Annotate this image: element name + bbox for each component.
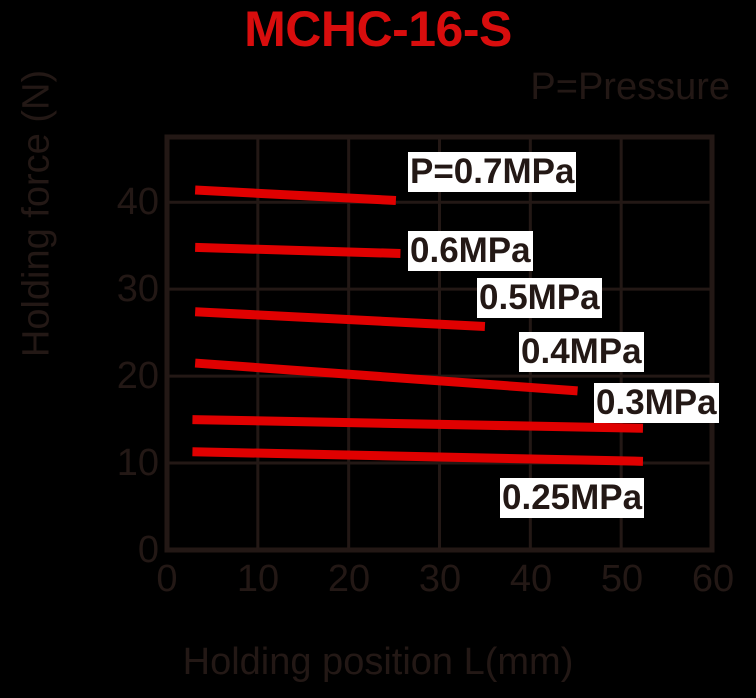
y-tick-label-30: 30 bbox=[116, 268, 159, 310]
data-line-0.5MPa bbox=[194, 307, 486, 332]
x-tick-label-20: 20 bbox=[327, 558, 371, 600]
y-tick-label-20: 20 bbox=[116, 355, 159, 397]
series-label-0.4MPa: 0.4MPa bbox=[519, 332, 644, 372]
series-label-0.5MPa: 0.5MPa bbox=[477, 278, 602, 318]
data-line-P0.7MPa bbox=[194, 185, 397, 205]
series-label-P0.7MPa: P=0.7MPa bbox=[408, 152, 577, 192]
series-label-0.6MPa: 0.6MPa bbox=[408, 231, 533, 271]
series-label-0.25MPa: 0.25MPa bbox=[500, 478, 645, 518]
subtitle-pressure-legend: P=Pressure bbox=[530, 66, 730, 108]
x-tick-label-40: 40 bbox=[509, 558, 553, 600]
x-tick-label-10: 10 bbox=[236, 558, 280, 600]
data-line-0.4MPa bbox=[194, 358, 578, 396]
x-tick-label-30: 30 bbox=[418, 558, 462, 600]
data-line-0.3MPa bbox=[192, 415, 644, 433]
plot-frame bbox=[164, 134, 715, 553]
x-tick-label-60: 60 bbox=[691, 558, 735, 600]
y-axis-label: Holding force (N) bbox=[15, 69, 58, 358]
x-tick-label-0: 0 bbox=[156, 558, 178, 600]
x-tick-label-50: 50 bbox=[600, 558, 644, 600]
y-tick-label-10: 10 bbox=[116, 442, 159, 484]
page-title: MCHC-16-S bbox=[244, 1, 512, 57]
data-series-group bbox=[192, 185, 644, 466]
y-tick-label-40: 40 bbox=[116, 181, 159, 223]
series-label-0.3MPa: 0.3MPa bbox=[594, 383, 719, 423]
x-axis-label: Holding position L(mm) bbox=[182, 641, 574, 683]
data-line-0.6MPa bbox=[195, 242, 401, 259]
data-line-0.25MPa bbox=[192, 447, 644, 466]
y-tick-label-0: 0 bbox=[137, 529, 159, 571]
